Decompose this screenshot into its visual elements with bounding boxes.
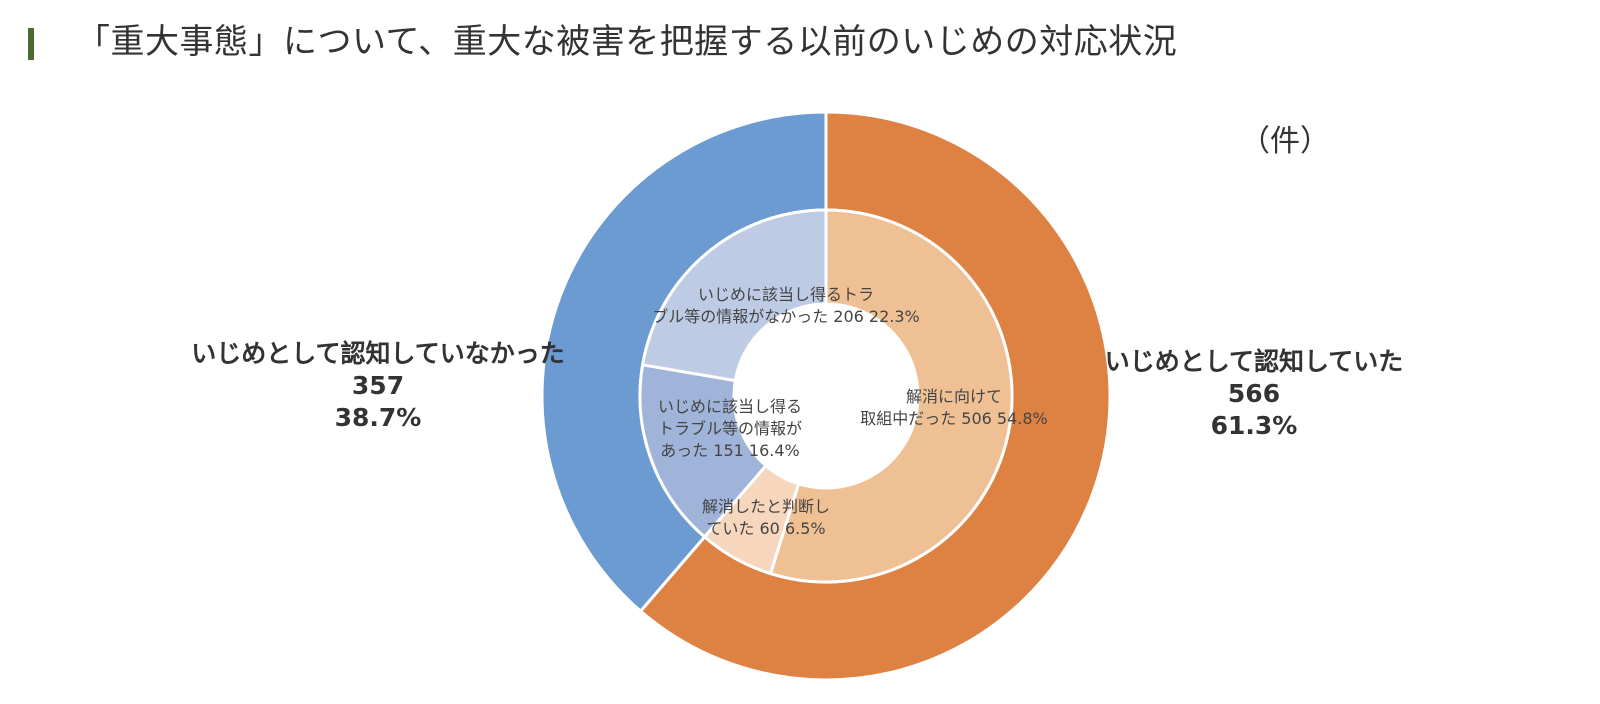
unit-label: （件）	[1240, 124, 1330, 159]
inner-label-0: 解消に向けて取組中だった 506 54.8%	[860, 387, 1048, 428]
outer-label-0: いじめとして認知していた 566 61.3%	[1105, 347, 1404, 440]
inner-label-2: いじめに該当し得るトラブル等の情報があった 151 16.4%	[658, 397, 802, 460]
chart-labels: いじめとして認知していた 566 61.3% いじめとして認知していなかった 357 38…	[191, 285, 1403, 538]
inner-label-3: いじめに該当し得るトラブル等の情報がなかった 206 22.3%	[652, 285, 920, 326]
donut-hole	[734, 304, 918, 488]
chart-title: 「重大事態」について、重大な被害を把握する以前のいじめの対応状況	[76, 22, 1178, 62]
inner-label-1: 解消したと判断していた 60 6.5%	[702, 497, 830, 538]
title-accent-bar	[28, 28, 34, 60]
inner-ring	[638, 208, 1014, 584]
outer-label-1: いじめとして認知していなかった 357 38.7%	[191, 339, 565, 432]
